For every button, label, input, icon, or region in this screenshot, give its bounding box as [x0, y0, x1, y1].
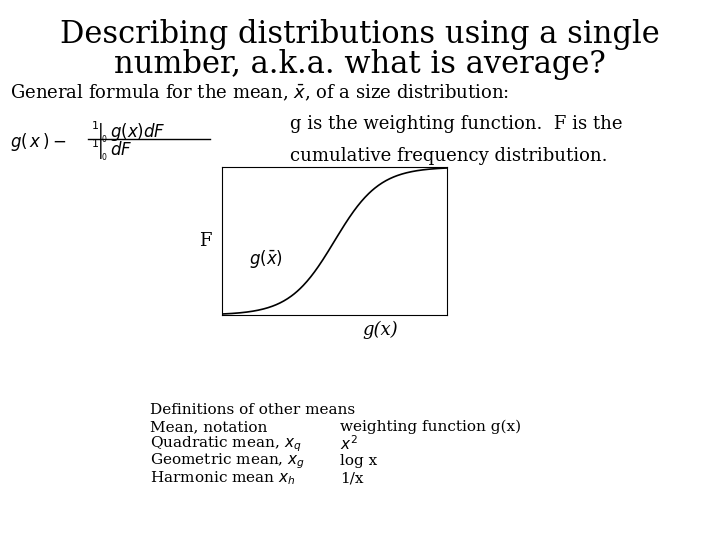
- Text: Describing distributions using a single: Describing distributions using a single: [60, 19, 660, 51]
- Text: Definitions of other means: Definitions of other means: [150, 403, 355, 417]
- Text: Geometric mean, $x_g$: Geometric mean, $x_g$: [150, 451, 305, 471]
- Text: log x: log x: [340, 454, 377, 468]
- Text: g is the weighting function.  F is the
cumulative frequency distribution.: g is the weighting function. F is the cu…: [290, 115, 623, 165]
- Text: Mean, notation: Mean, notation: [150, 420, 267, 434]
- Text: g(x): g(x): [362, 321, 398, 339]
- Text: $1$: $1$: [91, 137, 99, 149]
- Text: number, a.k.a. what is average?: number, a.k.a. what is average?: [114, 50, 606, 80]
- Text: $g(\bar{x})$: $g(\bar{x})$: [249, 248, 283, 270]
- Text: $1$: $1$: [91, 119, 99, 131]
- Text: 1/x: 1/x: [340, 471, 364, 485]
- Text: General formula for the mean, $\bar{x}$, of a size distribution:: General formula for the mean, $\bar{x}$,…: [10, 83, 509, 103]
- Text: $|$: $|$: [97, 139, 103, 161]
- Text: $g(\,x\,)-$: $g(\,x\,)-$: [10, 131, 66, 153]
- Text: $g(x)dF$: $g(x)dF$: [110, 121, 166, 143]
- Text: F: F: [199, 232, 211, 250]
- Text: $_{0}$: $_{0}$: [101, 134, 107, 146]
- Text: Harmonic mean $x_h$: Harmonic mean $x_h$: [150, 469, 296, 487]
- Text: $_{0}$: $_{0}$: [101, 152, 107, 164]
- Text: $dF$: $dF$: [110, 141, 132, 159]
- Text: $x^2$: $x^2$: [340, 435, 358, 454]
- Text: $|$: $|$: [97, 121, 103, 143]
- Text: weighting function g(x): weighting function g(x): [340, 420, 521, 434]
- Text: Quadratic mean, $x_q$: Quadratic mean, $x_q$: [150, 434, 302, 454]
